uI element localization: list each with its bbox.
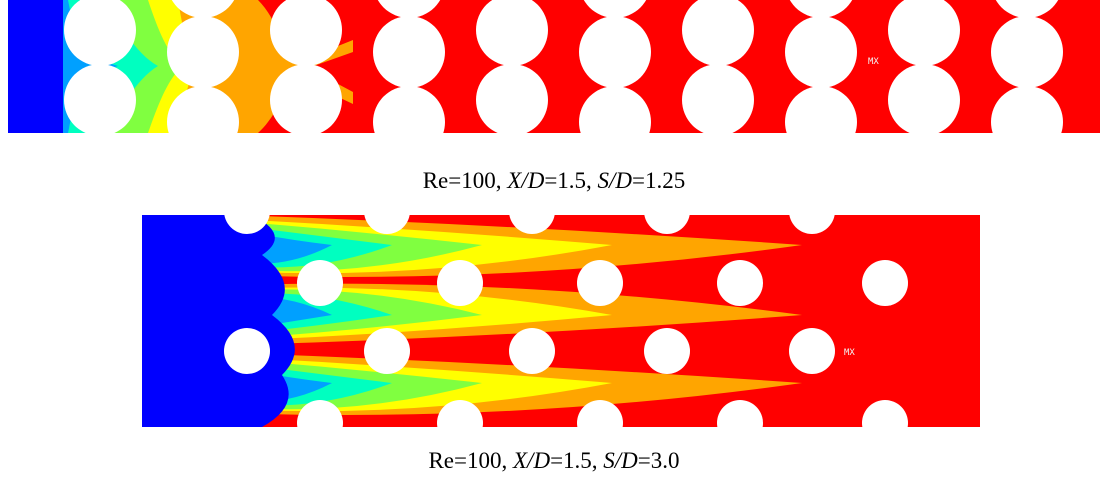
contour-field [142,215,980,427]
caption-text: S/D [603,448,638,473]
cylinder [476,64,548,133]
cylinder [579,16,651,88]
caption-text: Re=100, [428,448,513,473]
cylinder [888,64,960,133]
cylinder [364,328,410,374]
caption-text: =1.5, [550,448,603,473]
caption-text: =3.0 [638,448,680,473]
figure: MX Re=100, X/D=1.5, S/D=1.25 MX Re=100, … [0,0,1108,489]
caption: Re=100, X/D=1.5, S/D=3.0 [0,448,1108,474]
cylinder [577,260,623,306]
cylinder [991,16,1063,88]
cylinder [224,328,270,374]
cylinder [373,16,445,88]
caption-text: X/D [513,448,550,473]
min-max-label: MX [844,348,855,358]
min-max-label: MX [868,57,879,67]
cylinder [270,64,342,133]
cylinder [509,328,555,374]
cylinder [785,16,857,88]
cylinder [644,328,690,374]
caption-text: Re=100, [423,168,508,193]
cylinder [64,64,136,133]
cylinder [167,16,239,88]
cylinder [862,260,908,306]
cylinder [297,260,343,306]
cylinder [717,260,763,306]
caption-text: =1.5, [544,168,597,193]
contour-band [8,0,63,133]
caption-text: X/D [507,168,544,193]
contour-bands [142,215,802,427]
contour-field [8,0,1100,133]
caption-text: S/D [598,168,633,193]
caption-text: =1.25 [632,168,685,193]
contour-panel: MX [8,0,1100,133]
cylinder [437,260,483,306]
cylinder [682,64,754,133]
contour-panel: MX [142,215,980,427]
caption: Re=100, X/D=1.5, S/D=1.25 [0,168,1108,194]
cylinder [789,328,835,374]
